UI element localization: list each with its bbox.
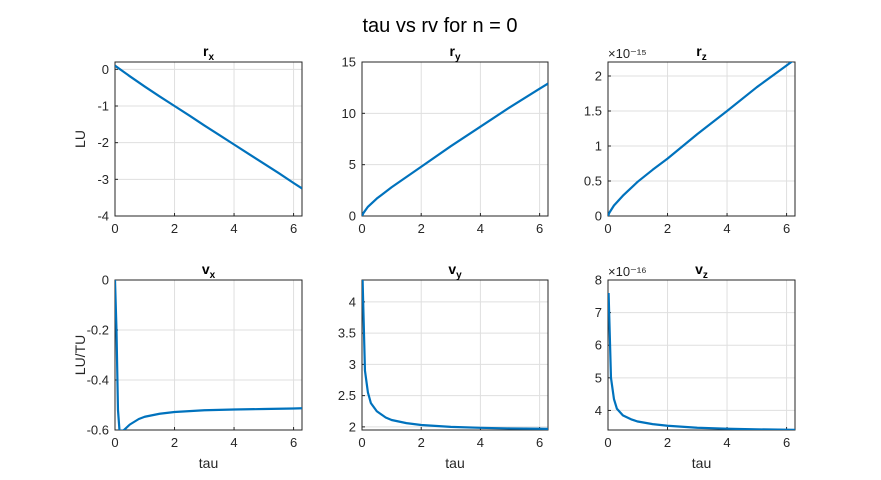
x-tick-label: 4 — [230, 435, 237, 450]
exponent-label-rz: ×10⁻¹⁵ — [608, 46, 647, 61]
y-tick-label: 3.5 — [338, 326, 356, 341]
y-tick-label: 2 — [349, 419, 356, 434]
x-tick-label: 0 — [358, 221, 365, 236]
x-tick-label: 4 — [477, 435, 484, 450]
axes-vx: 0 2 4 6 -0.6 -0.4 -0.2 0 vx LU/TU tau — [72, 261, 303, 471]
plot-area-vz — [607, 279, 796, 431]
y-tick-label: 0 — [349, 209, 356, 224]
x-tick-label: 6 — [536, 221, 543, 236]
series-line-rx — [115, 64, 302, 190]
x-tick-label: 2 — [171, 221, 178, 236]
axes-rz: 0 2 4 6 0 0.5 1 1.5 2 ×10⁻¹⁵ rz — [584, 43, 796, 236]
y-tick-label: 6 — [595, 338, 602, 353]
axes-title-subscript: z — [702, 52, 707, 63]
y-tick-label: 5 — [349, 157, 356, 172]
x-tick-label: 2 — [418, 221, 425, 236]
x-tick-label: 2 — [664, 221, 671, 236]
axes-border-ry — [361, 61, 549, 217]
x-axis-label-vy: tau — [445, 455, 464, 471]
y-axis-label-rx: LU — [72, 130, 88, 148]
x-tick-label: 0 — [111, 435, 118, 450]
axes-border-vy — [361, 279, 549, 431]
y-tick-label: -0.2 — [87, 323, 109, 338]
y-tick-label: 0 — [102, 273, 109, 288]
axes-title-rx: rx — [203, 43, 214, 63]
exponent-label-vz: ×10⁻¹⁶ — [608, 264, 647, 279]
plot-area-rz — [607, 61, 796, 217]
axes-title-ry: ry — [449, 43, 460, 63]
y-tick-label: -4 — [97, 209, 109, 224]
plot-area-vx — [114, 279, 303, 431]
x-tick-label: 6 — [290, 435, 297, 450]
plot-area-vy — [361, 279, 549, 431]
y-tick-label: 1.5 — [584, 104, 602, 119]
series-line-vz — [608, 293, 795, 430]
series-line-rz — [608, 62, 794, 216]
x-tick-label: 0 — [604, 435, 611, 450]
x-tick-label: 4 — [230, 221, 237, 236]
y-tick-label: 3 — [349, 357, 356, 372]
axes-title-subscript: y — [455, 52, 461, 63]
y-tick-label: 0.5 — [584, 174, 602, 189]
axes-border-vx — [114, 279, 303, 431]
axes-ry: 0 2 4 6 0 5 10 15 ry — [342, 43, 549, 236]
x-tick-label: 4 — [477, 221, 484, 236]
axes-title-subscript: x — [210, 270, 216, 281]
series-line-vx — [115, 280, 302, 430]
figure-title: tau vs rv for n = 0 — [362, 15, 517, 37]
axes-title-vx: vx — [202, 261, 216, 281]
axes-title-subscript: z — [703, 270, 708, 281]
y-axis-label-vx: LU/TU — [72, 335, 88, 375]
y-tick-label: 8 — [595, 273, 602, 288]
y-tick-label: -0.4 — [87, 373, 109, 388]
x-tick-label: 2 — [171, 435, 178, 450]
axes-border-rx — [114, 61, 303, 217]
x-tick-label: 2 — [664, 435, 671, 450]
x-tick-label: 0 — [358, 435, 365, 450]
x-tick-label: 6 — [783, 221, 790, 236]
axes-vz: 0 2 4 6 4 5 6 7 8 ×10⁻¹⁶ vz tau — [595, 261, 796, 471]
axes-border-vz — [607, 279, 796, 431]
y-tick-label: -3 — [97, 172, 109, 187]
y-tick-label: 15 — [342, 55, 356, 70]
series-line-vy — [362, 280, 548, 430]
x-tick-label: 2 — [418, 435, 425, 450]
x-tick-label: 4 — [723, 221, 730, 236]
axes-border-rz — [607, 61, 796, 217]
axes-title-subscript: y — [456, 270, 462, 281]
x-tick-label: 6 — [783, 435, 790, 450]
x-tick-label: 6 — [290, 221, 297, 236]
x-tick-label: 4 — [723, 435, 730, 450]
axes-rx: 0 2 4 6 -4 -3 -2 -1 0 rx LU — [72, 43, 303, 236]
y-tick-label: 7 — [595, 305, 602, 320]
axes-title-subscript: x — [208, 52, 214, 63]
axes-title-vy: vy — [448, 261, 462, 281]
axes-title-vz: vz — [695, 261, 708, 281]
x-tick-label: 0 — [604, 221, 611, 236]
x-tick-label: 6 — [536, 435, 543, 450]
axes-title-rz: rz — [696, 43, 706, 63]
y-tick-label: 0 — [595, 209, 602, 224]
series-line-ry — [362, 82, 548, 216]
y-tick-label: -2 — [97, 135, 109, 150]
y-tick-label: -1 — [97, 99, 109, 114]
y-tick-label: -0.6 — [87, 423, 109, 438]
x-axis-label-vx: tau — [199, 455, 218, 471]
y-tick-label: 10 — [342, 106, 356, 121]
y-tick-label: 2 — [595, 69, 602, 84]
y-tick-label: 4 — [349, 294, 356, 309]
y-tick-label: 1 — [595, 139, 602, 154]
y-tick-label: 5 — [595, 370, 602, 385]
plot-area-ry — [361, 61, 549, 217]
x-axis-label-vz: tau — [692, 455, 711, 471]
y-tick-label: 2.5 — [338, 388, 356, 403]
y-tick-label: 0 — [102, 62, 109, 77]
y-tick-label: 4 — [595, 403, 602, 418]
x-tick-label: 0 — [111, 221, 118, 236]
